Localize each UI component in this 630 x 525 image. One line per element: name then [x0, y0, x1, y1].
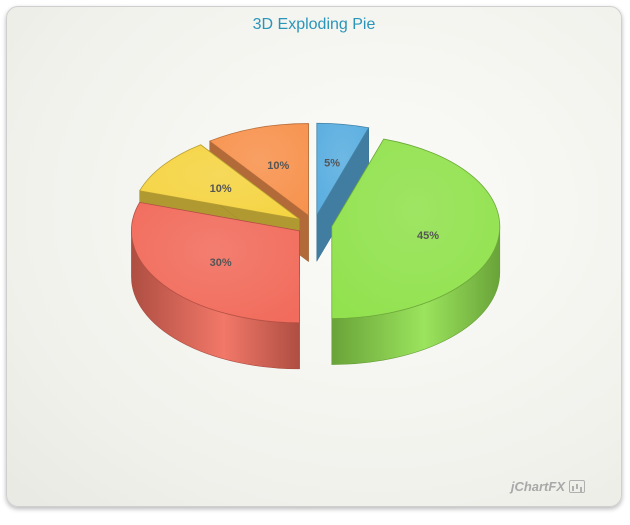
slice-label: 10% [210, 183, 232, 195]
pie-slice[interactable] [208, 123, 309, 217]
slice-label: 30% [210, 257, 232, 269]
pie-slice[interactable] [139, 144, 300, 220]
slice-label: 10% [267, 160, 289, 172]
slice-label: 5% [324, 158, 340, 170]
chart-title: 3D Exploding Pie [252, 16, 376, 33]
pie-chart: 5% 10% 10% 45% 30% [131, 122, 501, 370]
pie-labels: 5% 10% 10% 45% 30% [210, 158, 440, 270]
brand-logo-text: jChartFX [510, 479, 565, 494]
brand-logo: jChartFX [511, 479, 585, 494]
pie-slice[interactable] [331, 138, 501, 319]
pie-slice[interactable] [316, 122, 370, 217]
pie-tops [131, 122, 501, 324]
pie-slice[interactable] [131, 201, 300, 324]
chart-frame: 3D Exploding Pie 5% 10% 10% 45% 30% jChartFX [6, 6, 622, 507]
slice-label: 45% [417, 230, 439, 242]
chart-logo-icon [569, 480, 585, 493]
